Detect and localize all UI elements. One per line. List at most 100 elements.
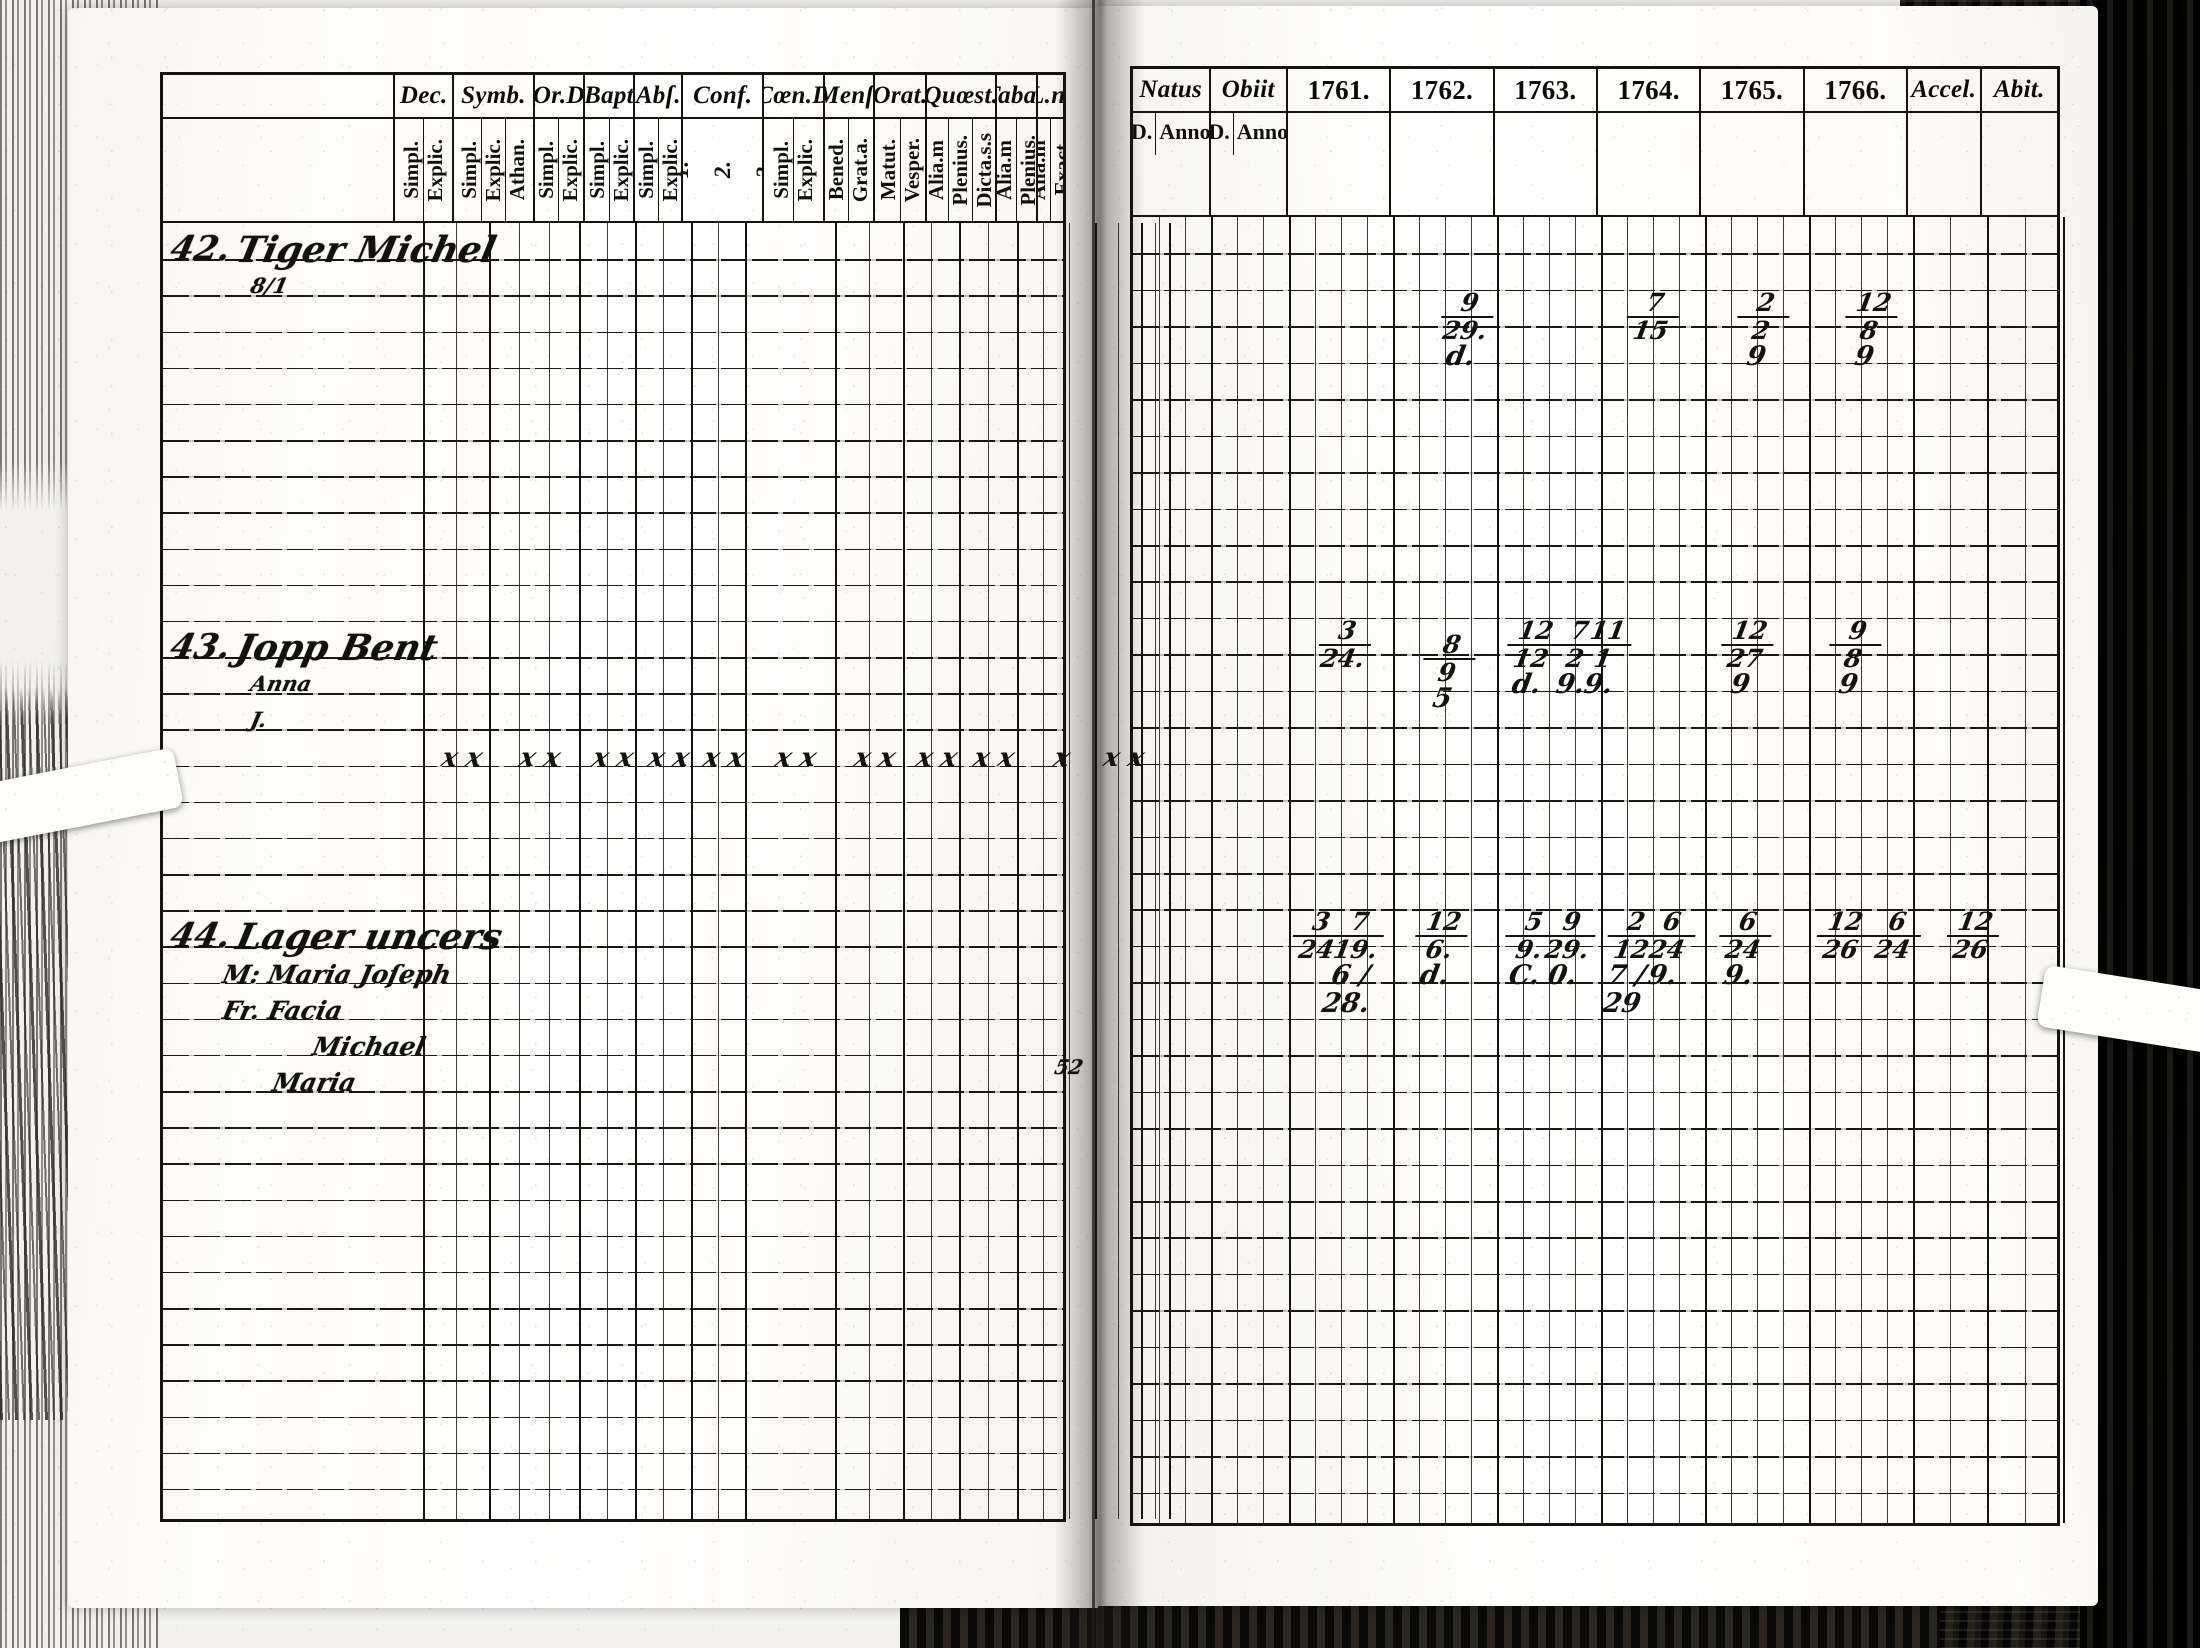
left-subheader-9-2: Dicta.s.s bbox=[972, 132, 997, 208]
right-table-rule-16 bbox=[1133, 800, 2057, 802]
left-subheader-divider bbox=[948, 119, 950, 221]
right-column-header-9: Abit. bbox=[1993, 76, 2045, 103]
right-table-rule-29 bbox=[1133, 1273, 2057, 1276]
right-subheader-1-1: Anno bbox=[1236, 119, 1288, 144]
left-column-rule-2 bbox=[635, 223, 637, 1519]
left-subheader-1-1: Explic. bbox=[481, 138, 505, 202]
left-column-subheader-4: Simpl. Explic. bbox=[635, 119, 684, 221]
left-column-subheader-1: Simpl. Explic. Athan. bbox=[454, 119, 535, 221]
left-subheader-8-1: Vesper. bbox=[899, 137, 924, 203]
right-entry42-value-3-mid: 8 bbox=[1840, 315, 1898, 344]
right-entry44-value-8-top: 12 bbox=[1825, 907, 1866, 937]
left-entry-number-2: 44. bbox=[166, 916, 235, 957]
right-column-subheader-3 bbox=[1391, 113, 1495, 215]
right-table-rule-11 bbox=[1133, 617, 2057, 620]
right-column-header-1: Obiit bbox=[1211, 69, 1288, 111]
right-entry44-value-1-top: 7 bbox=[1349, 907, 1372, 937]
left-table-rule-12 bbox=[163, 657, 1063, 659]
right-column-header-7: 1766. bbox=[1805, 69, 1908, 111]
left-subheader-2-0: Simpl. bbox=[534, 141, 559, 199]
right-entry44-value-6-top: 6 bbox=[1660, 907, 1684, 937]
right-entry44-value-9-mid: 24 bbox=[1864, 934, 1922, 964]
left-table-rule-34 bbox=[163, 1452, 1063, 1455]
left-table-rule-33 bbox=[163, 1416, 1063, 1419]
right-subcolumn-rule-7-1 bbox=[1835, 217, 1837, 1523]
left-table-rule-5 bbox=[163, 403, 1063, 406]
left-subheader-divider bbox=[1050, 119, 1052, 221]
left-mark-glyph-8: x x bbox=[970, 742, 1018, 773]
left-subheader-10-1: Plenius. bbox=[1015, 134, 1039, 206]
right-entry43-value-6-top: 9 bbox=[1846, 615, 1870, 645]
left-column-rule-9 bbox=[1095, 223, 1097, 1519]
left-table-header-row: Dec.Symb.Or.DBaptAbſ.Conf.Cœn.DMenſ.Orat… bbox=[163, 75, 1063, 119]
right-table-rule-18 bbox=[1133, 873, 2057, 875]
left-subheader-10-0: Alia.m bbox=[996, 139, 1016, 201]
left-mark-glyph-4: x x bbox=[700, 742, 748, 773]
left-subcolumn-rule-1-1 bbox=[519, 223, 521, 1519]
left-entry-subline-2-0: M: Maria Joſeph bbox=[219, 960, 454, 990]
right-entry42-value-1: 7 15 bbox=[1622, 288, 1683, 344]
left-entry-number-1: 43. bbox=[166, 627, 235, 667]
right-subcolumn-rule-2-3 bbox=[1367, 217, 1369, 1523]
left-subheader-divider bbox=[558, 119, 560, 221]
right-column-rule-1 bbox=[1289, 217, 1291, 1523]
left-column-header-5: Conf. bbox=[683, 75, 764, 117]
left-table-rule-25 bbox=[163, 1127, 1063, 1129]
right-table-rule-2 bbox=[1133, 289, 2057, 292]
right-column-header-5: 1764. bbox=[1598, 69, 1702, 111]
left-entry-subline-2-2: Michael bbox=[309, 1032, 429, 1062]
right-column-rule-3 bbox=[1497, 217, 1499, 1523]
right-column-rule-2 bbox=[1393, 217, 1395, 1523]
right-subcolumn-rule-3-2 bbox=[1445, 217, 1447, 1523]
left-column-header-0: Dec. bbox=[395, 75, 455, 117]
left-subheader-divider bbox=[1015, 119, 1017, 221]
left-entry-name-0: Tiger Michel bbox=[232, 229, 500, 272]
left-column-subheader-3: Simpl. Explic. bbox=[585, 119, 636, 221]
left-table-rule-20 bbox=[163, 946, 1063, 948]
right-entry44-value-7-bot: 9. bbox=[1721, 960, 1756, 992]
left-entry-marks-1-2: x x bbox=[582, 743, 645, 773]
right-entry43-value-0: 3 24. bbox=[1314, 616, 1375, 672]
right-column-rule-9 bbox=[2063, 217, 2065, 1523]
right-entry44-value-6-bot: 9. bbox=[1645, 960, 1680, 992]
left-subcolumn-rule-9-2 bbox=[1069, 223, 1071, 1519]
left-column-header-7: Menſ. bbox=[825, 75, 876, 117]
left-column-header-10: Tabac bbox=[997, 75, 1039, 117]
left-subheader-11-0: Alia.m bbox=[1038, 139, 1051, 201]
right-subcolumn-rule-6-1 bbox=[1731, 217, 1733, 1523]
left-table-rule-8 bbox=[163, 512, 1063, 514]
left-subcolumn-rule-10-1 bbox=[1118, 223, 1120, 1519]
right-subcolumn-rule-6-2 bbox=[1757, 217, 1759, 1523]
right-table-rule-21 bbox=[1133, 982, 2057, 984]
left-entry-marks-1-0: x x bbox=[426, 743, 499, 773]
left-mark-glyph-7: x x bbox=[913, 742, 961, 773]
right-table-rule-3 bbox=[1133, 326, 2057, 328]
left-table-rule-35 bbox=[163, 1488, 1063, 1491]
left-subheader-2-1: Explic. bbox=[558, 138, 583, 202]
right-table-rule-31 bbox=[1133, 1346, 2057, 1349]
left-entry-marks-1-4: x x bbox=[694, 742, 755, 773]
left-subheader-8-0: Matut. bbox=[875, 139, 900, 201]
right-subheader-divider bbox=[1232, 113, 1234, 155]
right-entry44-value-4-bot: 0. bbox=[1545, 960, 1580, 992]
left-name-column-header bbox=[163, 75, 396, 117]
left-entry-name-1: Jopp Bent bbox=[232, 627, 442, 669]
right-entry44-value-9: 6 24 bbox=[1864, 907, 1925, 964]
right-subcolumn-rule-1-2 bbox=[1263, 217, 1265, 1523]
left-column-subheader-8: Matut. Vesper. bbox=[875, 119, 927, 221]
left-table-rule-1 bbox=[163, 259, 1063, 261]
right-subcolumn-rule-3-1 bbox=[1419, 217, 1421, 1523]
left-column-rule-5 bbox=[835, 223, 837, 1519]
right-table-rule-26 bbox=[1133, 1164, 2057, 1167]
left-conf-numbers: 1. 2. 3. bbox=[683, 161, 762, 178]
right-column-rule-5 bbox=[1705, 217, 1707, 1523]
right-subheader-divider bbox=[1155, 113, 1157, 155]
right-column-header-3: 1762. bbox=[1391, 69, 1495, 111]
left-entry-name-2: Lager uncers bbox=[232, 916, 507, 959]
left-conf-number-2: 3. bbox=[751, 161, 764, 179]
left-table-rule-29 bbox=[163, 1271, 1063, 1274]
right-column-subheader-2 bbox=[1288, 113, 1392, 215]
left-column-header-9: Quœst. bbox=[927, 75, 997, 117]
right-subcolumn-rule-0-2 bbox=[1185, 217, 1187, 1523]
left-subcolumn-rule-9-1 bbox=[1043, 223, 1045, 1519]
